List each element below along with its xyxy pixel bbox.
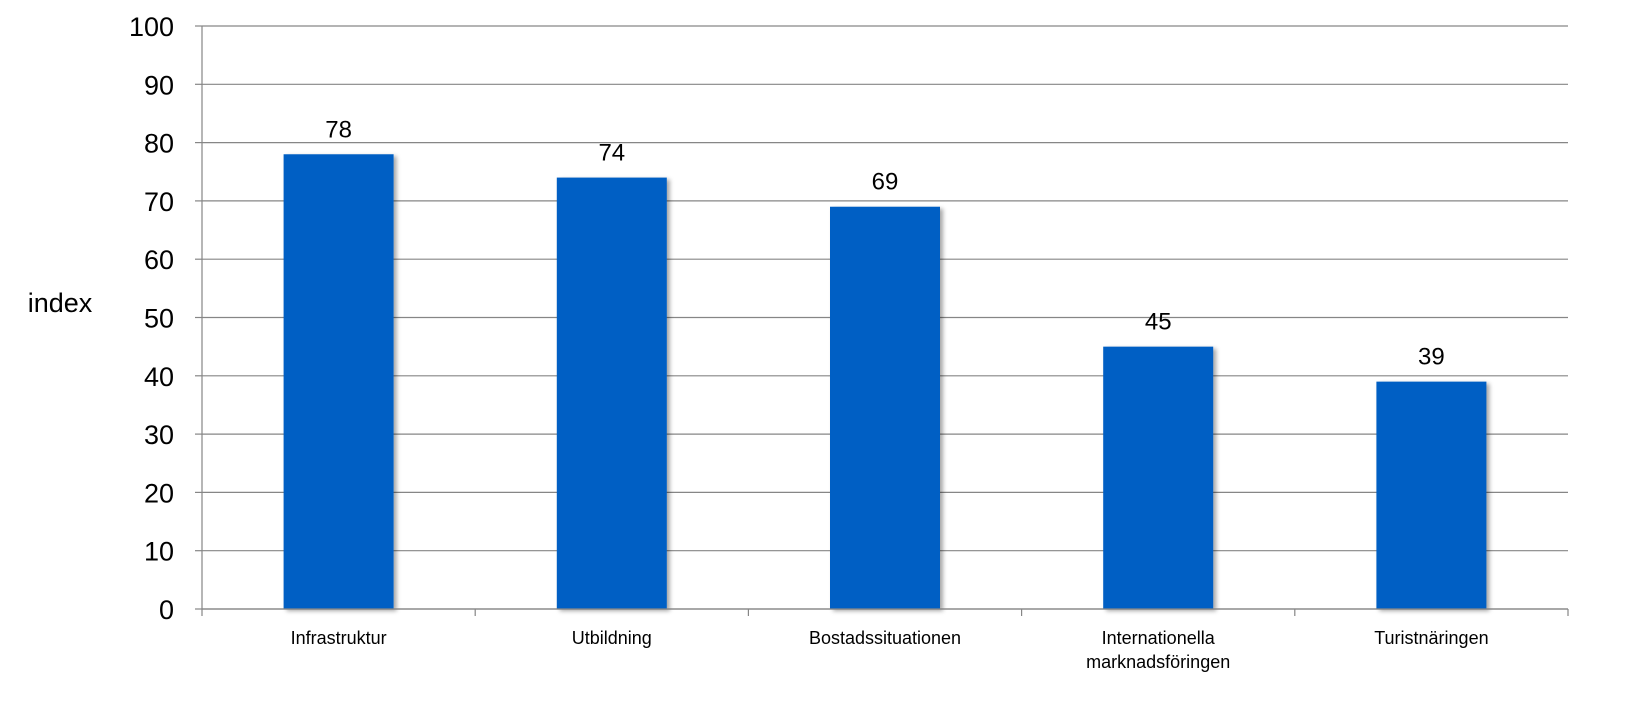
data-label: 69	[872, 169, 899, 196]
y-tick-label: 20	[144, 478, 174, 508]
x-tick-label: Turistnäringen	[1374, 628, 1488, 648]
x-tick-label-line: Utbildning	[572, 628, 652, 648]
y-axis-label: index	[28, 288, 93, 318]
y-tick-label: 40	[144, 362, 174, 392]
y-tick-label: 10	[144, 537, 174, 567]
x-tick-label: Utbildning	[572, 628, 652, 648]
y-tick-label: 100	[129, 12, 174, 42]
x-tick-label-line: Bostadssituationen	[809, 628, 961, 648]
data-label: 45	[1145, 309, 1172, 336]
y-tick-label: 0	[159, 595, 174, 625]
labels: 0 10 20 30 40 50 60 70 80 90 100 78 Infrastruktur 74 U…	[129, 12, 1489, 672]
bar	[830, 206, 940, 610]
x-tick-label: Bostadssituationen	[809, 628, 961, 648]
x-tick-label-line: Turistnäringen	[1374, 628, 1488, 648]
data-label: 78	[325, 116, 352, 143]
y-tick-label: 30	[144, 420, 174, 450]
y-tick-label: 60	[144, 245, 174, 275]
bar	[556, 177, 667, 609]
axes	[195, 25, 1569, 616]
bar	[283, 154, 394, 609]
x-tick-label-line: marknadsföringen	[1086, 652, 1230, 672]
y-tick-label: 80	[144, 129, 174, 159]
x-tick-label: Infrastruktur	[291, 628, 387, 648]
y-tick-label: 50	[144, 304, 174, 334]
data-label: 39	[1418, 344, 1445, 371]
y-tick-label: 70	[144, 187, 174, 217]
x-tick-label: Internationella marknadsföringen	[1086, 628, 1230, 672]
bar	[1103, 346, 1214, 609]
x-tick-label-line: Infrastruktur	[291, 628, 387, 648]
data-label: 74	[598, 140, 625, 167]
y-tick-label: 90	[144, 70, 174, 100]
bar	[1376, 381, 1487, 609]
bars	[283, 154, 1487, 610]
x-tick-label-line: Internationella	[1102, 628, 1216, 648]
